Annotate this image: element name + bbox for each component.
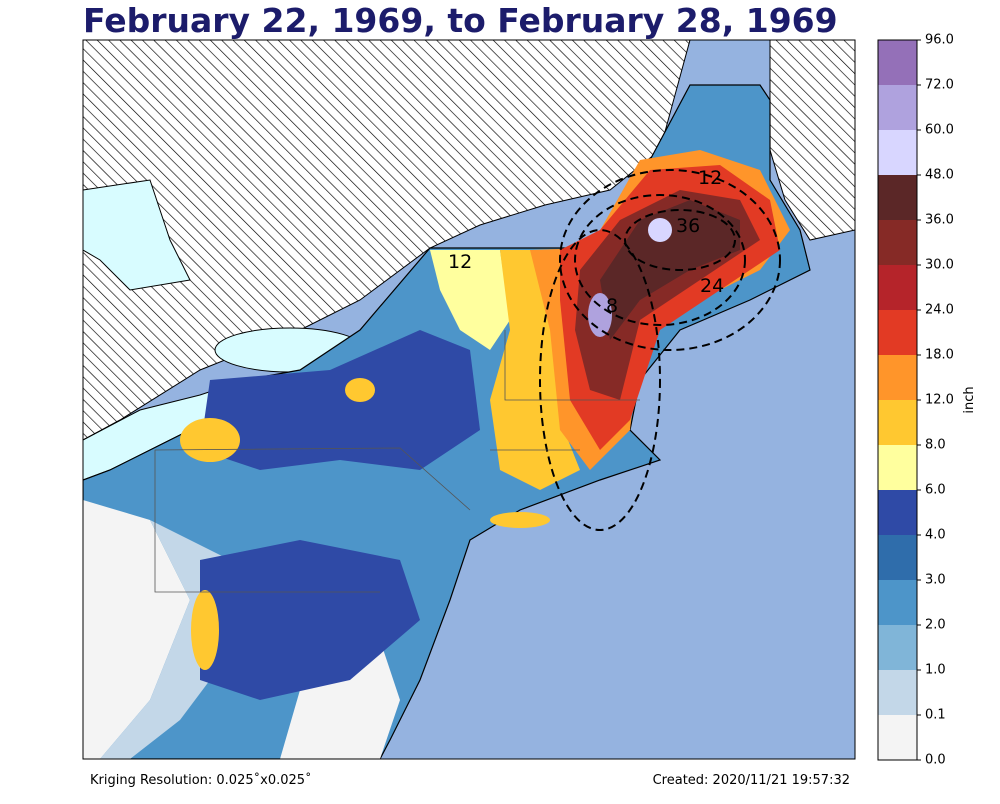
colorbar-label: inch (962, 386, 977, 413)
footer-resolution: Kriging Resolution: 0.025˚x0.025˚ (90, 772, 312, 788)
colorbar-tick-label: 1.0 (925, 663, 946, 678)
colorbar-tick-label: 12.0 (925, 393, 954, 408)
contour-label: 24 (700, 275, 724, 297)
contour-label: 36 (676, 215, 700, 237)
colorbar-tick-label: 96.0 (925, 33, 954, 48)
colorbar-segment (878, 445, 917, 490)
colorbar-segment (878, 310, 917, 355)
colorbar-tick-label: 24.0 (925, 303, 954, 318)
snow-dark-blue (200, 330, 480, 470)
colorbar-tick-label: 0.0 (925, 753, 946, 768)
snow-lilac-2 (648, 218, 672, 242)
snow-yellow-blob (490, 512, 550, 528)
colorbar-tick-label: 0.1 (925, 708, 946, 723)
colorbar-tick-label: 6.0 (925, 483, 946, 498)
snow-yellow-blob (180, 418, 240, 462)
colorbar-segment (878, 625, 917, 670)
lake-huron (83, 179, 191, 291)
snow-yellow-blob (345, 378, 375, 402)
colorbar-segment (878, 400, 917, 445)
contour-label: 8 (606, 295, 618, 317)
map-frame (82, 39, 856, 760)
contours (539, 169, 781, 531)
colorbar-segment (878, 265, 917, 310)
colorbar: 0.0 0.1 1.0 2.0 3.0 4.0 6.0 8.0 12.0 18.0 24.0 30.0… (877, 33, 954, 768)
colorbar-segment (878, 490, 917, 535)
contour-label: 12 (698, 167, 722, 189)
colorbar-segment (878, 130, 917, 175)
colorbar-tick-label: 60.0 (925, 123, 954, 138)
footer-created: Created: 2020/11/21 19:57:32 (653, 773, 850, 788)
colorbar-tick-label: 4.0 (925, 528, 946, 543)
contour-label: 12 (448, 251, 472, 273)
colorbar-tick-label: 8.0 (925, 438, 946, 453)
colorbar-segment (878, 715, 917, 760)
colorbar-tick-label: 2.0 (925, 618, 946, 633)
colorbar-tick-label: 18.0 (925, 348, 954, 363)
colorbar-segment (878, 355, 917, 400)
colorbar-tick-label: 36.0 (925, 213, 954, 228)
colorbar-segment (878, 580, 917, 625)
colorbar-segment (878, 85, 917, 130)
title: February 22, 1969, to February 28, 1969 (83, 1, 838, 40)
colorbar-segment (878, 670, 917, 715)
snow-yellow-blob (191, 590, 219, 670)
colorbar-segment (878, 535, 917, 580)
colorbar-tick-label: 48.0 (925, 168, 954, 183)
snow-trace (83, 500, 190, 759)
snow-yellow-west (430, 250, 510, 350)
colorbar-tick-label: 3.0 (925, 573, 946, 588)
colorbar-segment (878, 175, 917, 220)
colorbar-segment (878, 40, 917, 85)
map: 12 12 36 24 8 (83, 40, 855, 759)
colorbar-tick-label: 30.0 (925, 258, 954, 273)
colorbar-segment (878, 220, 917, 265)
snow-dark-blue-2 (200, 540, 420, 700)
colorbar-tick-label: 72.0 (925, 78, 954, 93)
snow-trace-south (280, 640, 400, 759)
state-lines (154, 330, 640, 593)
